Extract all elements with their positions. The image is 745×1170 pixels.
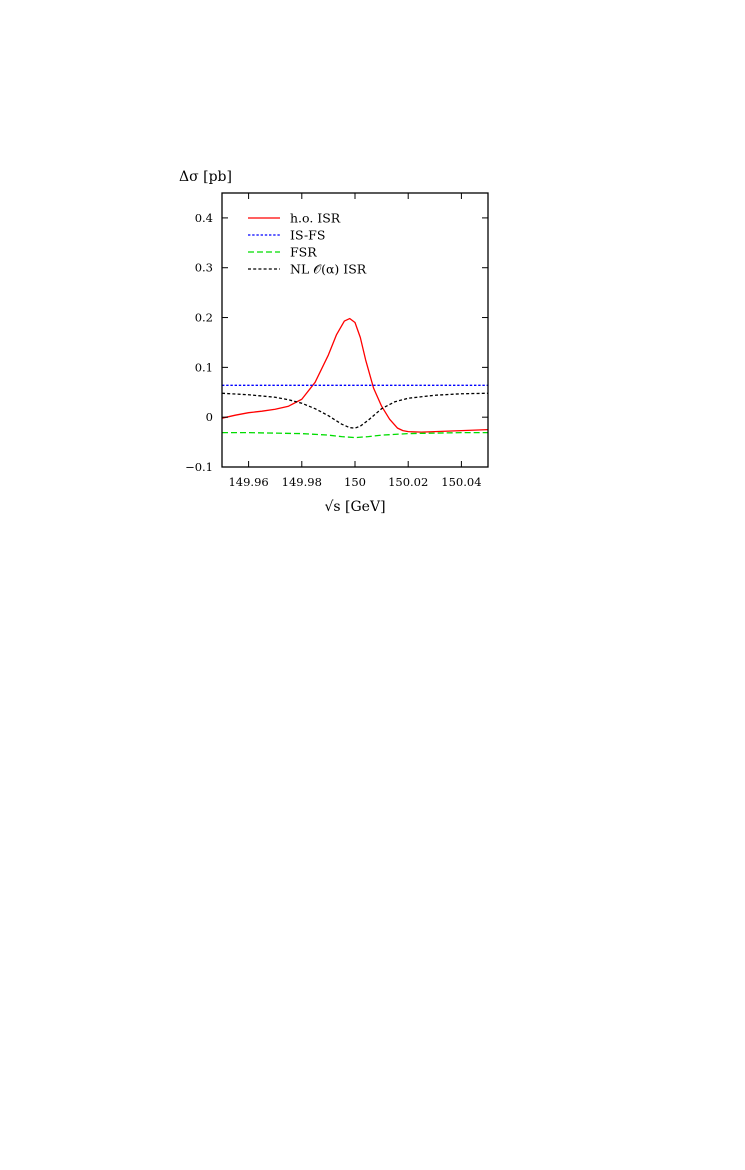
y-tick-label: 0.3 [195, 261, 213, 275]
y-tick-label: 0 [206, 410, 213, 424]
y-tick-label: −0.1 [185, 460, 213, 474]
legend-label-1: IS-FS [290, 228, 325, 243]
x-tick-label: 149.96 [228, 475, 268, 489]
series-line-3 [221, 392, 489, 429]
x-tick-label: 149.98 [282, 475, 322, 489]
legend-label-2: FSR [290, 245, 317, 260]
legend: h.o. ISR IS-FS FSR NL 𝒪(α) ISR [248, 211, 367, 277]
y-tick-label: 0.4 [195, 211, 213, 225]
legend-label-0: h.o. ISR [290, 211, 341, 226]
y-tick-label: 0.1 [195, 360, 213, 374]
x-axis-title: √s [GeV] [324, 499, 385, 515]
series-layer [221, 317, 489, 439]
ticks-layer: 149.96 149.98 150 150.02 150.04 −0.1 0 0.1 0.2 0.… [185, 193, 488, 489]
plot-frame [221, 192, 489, 468]
x-tick-label: 150 [344, 475, 366, 489]
legend-label-3: NL 𝒪(α) ISR [290, 262, 367, 277]
x-tick-label: 150.02 [388, 475, 428, 489]
y-axis-title: Δσ [pb] [179, 169, 232, 185]
series-line-2 [222, 431, 488, 439]
x-tick-label: 150.04 [441, 475, 481, 489]
y-tick-label: 0.2 [195, 311, 213, 325]
series-line-0 [221, 317, 489, 433]
